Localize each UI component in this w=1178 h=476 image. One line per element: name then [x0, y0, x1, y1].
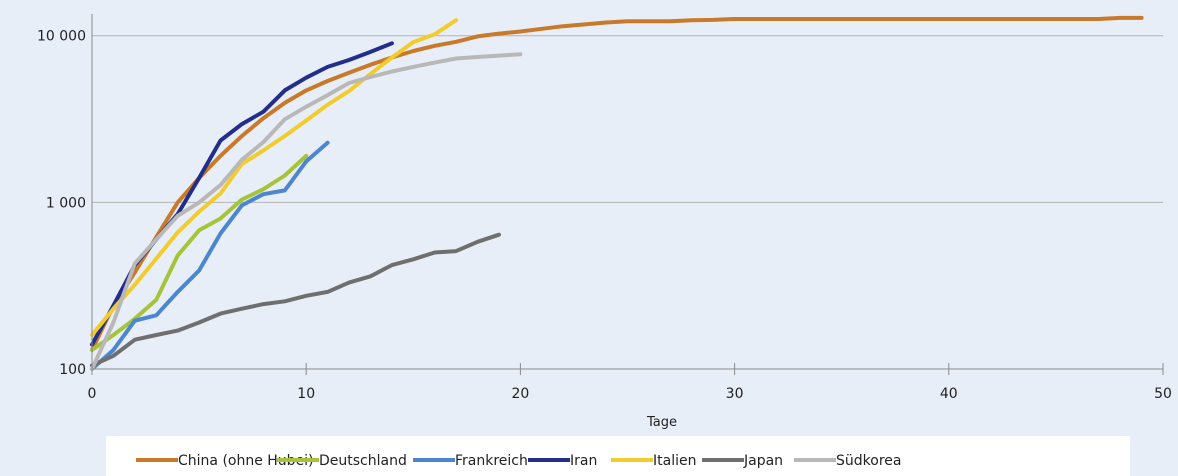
legend-label-5: Japan [743, 453, 783, 469]
y-tick-label: 1 000 [46, 195, 86, 211]
legend-label-1: Deutschland [319, 453, 407, 469]
y-tick-label: 100 [59, 362, 86, 378]
legend-label-2: Frankreich [455, 453, 528, 469]
x-tick-label: 20 [511, 386, 529, 402]
legend-label-6: Südkorea [836, 453, 901, 469]
x-tick-label: 50 [1154, 386, 1172, 402]
legend-label-3: Iran [570, 453, 597, 469]
x-tick-label: 40 [940, 386, 958, 402]
y-tick-label: 10 000 [37, 29, 86, 45]
x-axis-title: Tage [646, 415, 677, 430]
x-tick-label: 30 [726, 386, 744, 402]
x-tick-label: 0 [88, 386, 97, 402]
legend-label-4: Italien [653, 453, 696, 469]
x-tick-label: 10 [297, 386, 315, 402]
